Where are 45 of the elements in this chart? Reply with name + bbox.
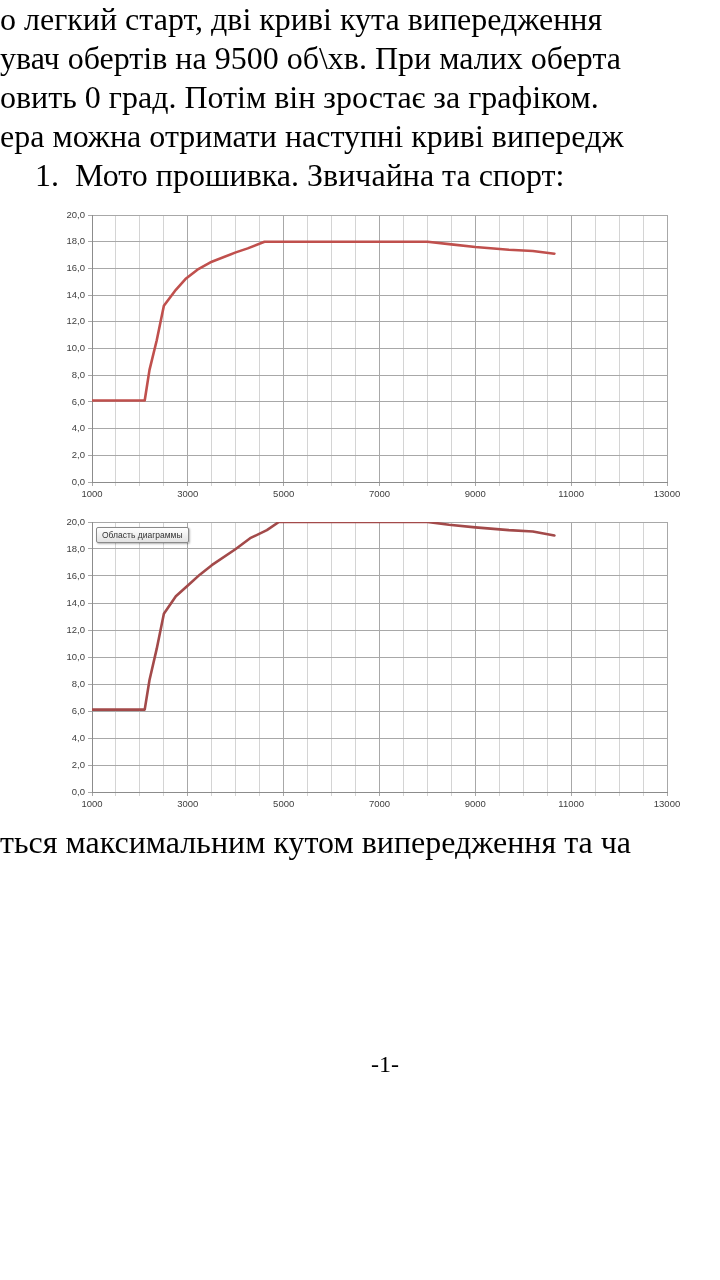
y-tick-label: 4,0 — [71, 731, 85, 743]
x-tick-label: 7000 — [368, 798, 391, 810]
y-tick-label: 6,0 — [71, 704, 85, 716]
text: ться максимальним кутом випередження та ча — [0, 824, 632, 860]
y-tick-label: 10,0 — [66, 650, 85, 662]
chart-title: 1. Мото прошивка. Звичайна та спорт: — [35, 157, 565, 193]
y-tick-label: 16,0 — [66, 569, 85, 581]
y-tick-label: 10,0 — [66, 342, 85, 354]
y-tick-label: 4,0 — [71, 422, 85, 434]
y-tick-label: 2,0 — [71, 448, 85, 460]
y-tick-label: 18,0 — [66, 235, 85, 247]
x-tick-label: 9000 — [464, 488, 486, 500]
y-tick-label: 8,0 — [71, 677, 85, 689]
x-tick-label: 1000 — [81, 488, 103, 500]
text: ера можна отримати наступні криві випередж — [0, 118, 624, 154]
y-tick-label: 6,0 — [71, 395, 85, 407]
tooltip-box: Область диаграммы — [96, 527, 189, 543]
x-tick-label: 1000 — [81, 798, 103, 810]
y-tick-label: 20,0 — [66, 208, 85, 220]
y-tick-label: 12,0 — [66, 623, 85, 635]
x-tick-label: 13000 — [653, 798, 681, 810]
x-tick-label: 13000 — [653, 488, 681, 500]
y-tick-label: 20,0 — [66, 515, 85, 527]
y-tick-label: 14,0 — [66, 288, 85, 300]
x-tick-label: 5000 — [273, 798, 295, 810]
y-tick-label: 12,0 — [66, 315, 85, 327]
text: увач обертів на 9500 об\хв. При малих оберта — [0, 40, 621, 76]
y-tick-label: 16,0 — [66, 262, 85, 274]
y-tick-label: 8,0 — [71, 368, 85, 380]
y-tick-label: 2,0 — [71, 758, 85, 770]
x-tick-label: 3000 — [177, 488, 199, 500]
y-tick-label: 0,0 — [71, 475, 85, 487]
text: -1- — [371, 1051, 399, 1077]
x-tick-label: 9000 — [464, 798, 486, 810]
annotation: Область диаграммы — [102, 530, 183, 540]
y-tick-label: 0,0 — [71, 785, 85, 797]
x-tick-label: 3000 — [177, 798, 199, 810]
x-tick-label: 5000 — [273, 488, 295, 500]
y-tick-label: 18,0 — [66, 542, 85, 554]
text: овить 0 град. Потім він зростає за графіком. — [0, 79, 599, 115]
text: о легкий старт, дві криві кута випередження — [0, 1, 603, 37]
x-tick-label: 7000 — [368, 488, 391, 500]
x-tick-label: 11000 — [558, 798, 585, 810]
x-tick-label: 11000 — [558, 488, 585, 500]
y-tick-label: 14,0 — [66, 596, 85, 608]
